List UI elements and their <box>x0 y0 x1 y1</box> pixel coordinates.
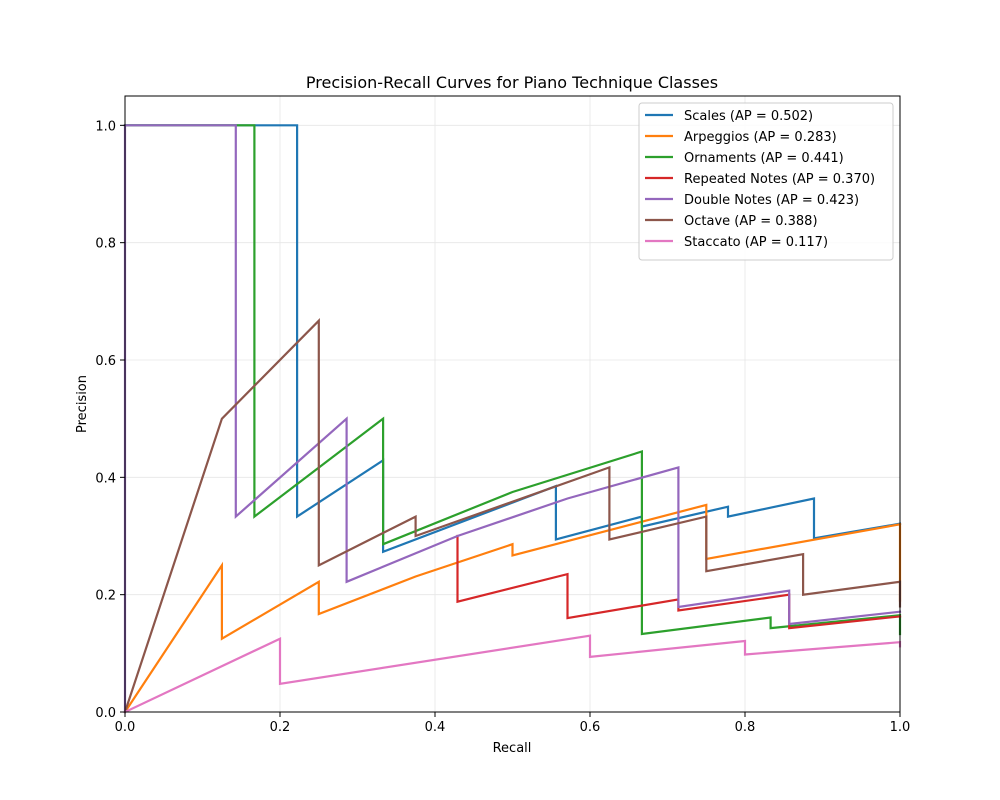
x-tick-label: 1.0 <box>890 720 911 735</box>
legend-label: Octave (AP = 0.388) <box>684 214 818 229</box>
chart-title: Precision-Recall Curves for Piano Techni… <box>306 73 718 92</box>
axis-ticks: 0.0 0.2 0.4 0.6 0.8 1.0 0.0 0.2 0.4 0.6 0.8 1.0 <box>95 119 910 735</box>
series-lines <box>123 124 902 714</box>
x-tick-label: 0.6 <box>580 720 601 735</box>
legend-label: Scales (AP = 0.502) <box>684 109 813 124</box>
x-tick-label: 0.8 <box>735 720 756 735</box>
legend: Scales (AP = 0.502) Arpeggios (AP = 0.283… <box>638 102 894 261</box>
y-axis-label: Precision <box>75 375 90 433</box>
y-tick-label: 0.6 <box>95 354 116 369</box>
legend-label: Arpeggios (AP = 0.283) <box>684 130 837 145</box>
y-tick-label: 0.2 <box>95 589 116 604</box>
series-line-1 <box>123 503 902 714</box>
plot-frame <box>124 95 901 713</box>
legend-label: Repeated Notes (AP = 0.370) <box>684 172 875 187</box>
series-line-0 <box>123 124 902 554</box>
series-line-2 <box>123 124 902 636</box>
y-tick-label: 1.0 <box>95 119 116 134</box>
series-line-4 <box>123 124 902 714</box>
series-line-6 <box>123 634 902 714</box>
legend-label: Staccato (AP = 0.117) <box>684 235 828 250</box>
x-tick-label: 0.0 <box>115 720 136 735</box>
series-line-5 <box>123 318 902 714</box>
x-axis-label: Recall <box>493 741 532 756</box>
y-tick-label: 0.8 <box>95 237 116 252</box>
x-tick-label: 0.4 <box>425 720 446 735</box>
legend-label: Ornaments (AP = 0.441) <box>684 151 844 166</box>
legend-label: Double Notes (AP = 0.423) <box>684 193 859 208</box>
y-tick-label: 0.4 <box>95 471 116 486</box>
x-tick-label: 0.2 <box>270 720 291 735</box>
legend-box <box>638 102 894 261</box>
y-tick-label: 0.0 <box>95 706 116 721</box>
